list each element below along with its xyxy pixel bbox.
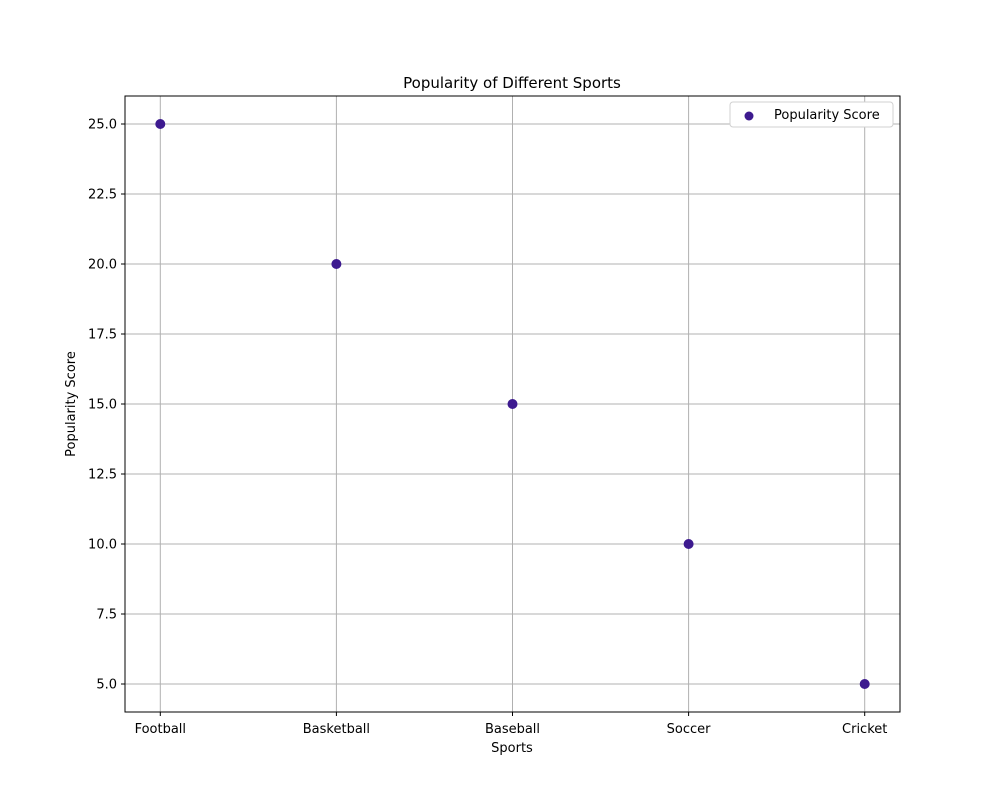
data-point <box>683 539 694 549</box>
x-tick-label: Basketball <box>303 722 370 737</box>
data-point <box>155 119 166 129</box>
y-tick-label: 17.5 <box>88 328 117 343</box>
y-axis-label: Popularity Score <box>64 351 79 457</box>
legend: Popularity Score <box>729 101 894 128</box>
data-points <box>155 119 870 689</box>
y-tick-label: 5.0 <box>96 678 117 693</box>
y-tick-label: 7.5 <box>96 608 117 623</box>
legend-box <box>729 101 894 128</box>
y-tick-label: 15.0 <box>88 398 117 413</box>
y-tick-label: 10.0 <box>88 538 117 553</box>
y-tick-label: 12.5 <box>88 468 117 483</box>
y-tick-label: 20.0 <box>88 258 117 273</box>
data-point <box>331 259 342 269</box>
y-tick-label: 22.5 <box>88 188 117 203</box>
data-point <box>507 399 518 409</box>
x-tick-label: Soccer <box>667 722 711 737</box>
legend-label: Popularity Score <box>774 108 880 123</box>
data-point <box>859 679 870 689</box>
y-tick-label: 25.0 <box>88 118 117 133</box>
x-tick-label: Football <box>135 722 186 737</box>
legend-marker <box>744 111 754 121</box>
x-axis-label: Sports <box>491 741 533 756</box>
chart-title: Popularity of Different Sports <box>403 74 621 92</box>
x-tick-label: Cricket <box>842 722 887 737</box>
x-tick-label: Baseball <box>485 722 540 737</box>
axis-ticks: Football Basketball Baseball Soccer Cricket 5… <box>88 118 887 738</box>
